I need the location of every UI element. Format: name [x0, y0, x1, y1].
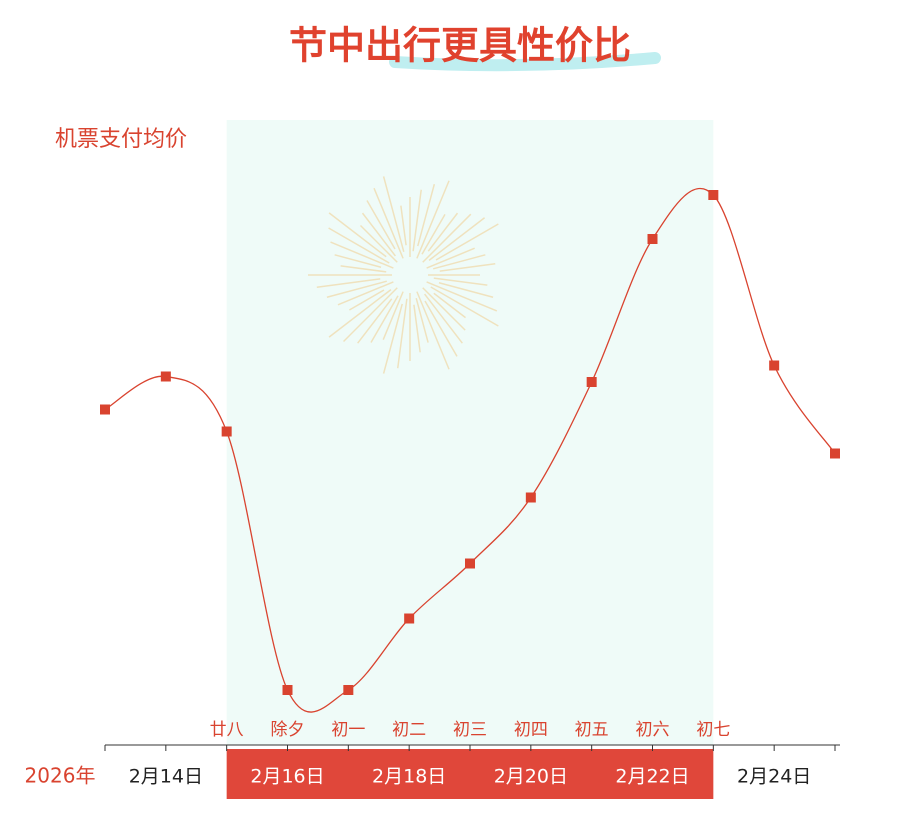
firework-ray: [370, 295, 399, 343]
firework-ray: [427, 212, 459, 252]
firework-ray: [435, 223, 499, 261]
highlight-axis-bar: [226, 749, 714, 799]
x-tick-label: 2月24日: [737, 766, 811, 788]
firework-ray: [422, 287, 466, 331]
fireworks: [308, 176, 499, 374]
firework-ray: [316, 278, 381, 289]
firework-ray: [396, 298, 408, 369]
point-marker: [100, 404, 110, 415]
firework-ray: [382, 176, 405, 253]
title-underline: [389, 52, 661, 72]
point-marker: [465, 558, 475, 569]
lunar-label: 初五: [575, 720, 609, 740]
band-layer: [226, 120, 714, 799]
lunar-label: 初七: [696, 720, 730, 740]
firework-ray: [366, 200, 396, 250]
point-marker: [221, 426, 232, 437]
lunar-label: 初六: [636, 720, 670, 740]
firework-ray: [413, 304, 421, 353]
lunar-label: 除夕: [271, 720, 305, 740]
firework-ray: [334, 254, 382, 268]
point-marker: [282, 685, 293, 695]
point-marker: [647, 234, 658, 244]
firework-ray: [433, 277, 488, 286]
firework-ray: [328, 289, 392, 338]
firework-ray: [417, 184, 436, 247]
firework-ray: [430, 286, 499, 327]
firework-ray: [426, 281, 498, 312]
firework-ray: [416, 291, 450, 370]
x-tick-label: 2月14日: [129, 766, 203, 788]
point-marker: [160, 371, 171, 382]
x-tick-label: 2月18日: [372, 766, 446, 788]
point-marker: [769, 360, 780, 371]
firework-ray: [412, 189, 422, 252]
firework-ray: [357, 298, 393, 344]
firework-ray: [382, 291, 404, 340]
firework-ray: [432, 254, 486, 270]
firework-ray: [439, 263, 496, 272]
firework-ray: [422, 213, 472, 263]
firework-ray: [421, 214, 446, 255]
lunar-label: 初二: [392, 720, 426, 740]
firework-ray: [415, 297, 429, 343]
firework-ray: [337, 281, 394, 306]
firework-ray: [400, 205, 407, 246]
firework-ray: [416, 180, 450, 259]
price-line: [104, 187, 836, 713]
firework-ray: [349, 289, 385, 311]
point-marker: [708, 190, 719, 200]
point-marker: [525, 492, 536, 503]
point-marker: [586, 377, 597, 387]
point-marker: [404, 613, 415, 624]
highlight-band: [226, 120, 714, 745]
firework-ray: [330, 241, 394, 269]
firework-ray: [426, 247, 475, 269]
year-label: 2026年: [25, 764, 96, 788]
firework-ray: [428, 217, 486, 261]
x-tick-label: 2月22日: [615, 766, 689, 788]
firework-ray: [359, 224, 398, 263]
x-tick-label: 2月16日: [250, 766, 324, 788]
firework-ray: [328, 227, 390, 264]
firework-ray: [326, 280, 388, 298]
point-marker: [830, 448, 840, 459]
firework-ray: [438, 282, 494, 298]
firework-ray: [361, 212, 396, 257]
firework-ray: [340, 265, 387, 273]
chart-title: 节中出行更具性价比: [289, 24, 631, 68]
lunar-label: 初三: [453, 720, 487, 740]
firework-ray: [433, 292, 466, 319]
firework-ray: [373, 187, 404, 259]
x-tick-label: 2月20日: [494, 766, 568, 788]
point-marker: [343, 685, 354, 695]
lunar-label: 初四: [514, 720, 548, 740]
firework-ray: [424, 293, 463, 344]
lunar-label: 初一: [331, 720, 365, 740]
lunar-label: 廿八: [210, 720, 244, 740]
firework-ray: [343, 287, 398, 342]
firework-ray: [424, 300, 458, 357]
firework-ray: [382, 303, 403, 374]
y-axis-label: 机票支付均价: [55, 127, 187, 152]
firework-ray: [328, 212, 387, 258]
